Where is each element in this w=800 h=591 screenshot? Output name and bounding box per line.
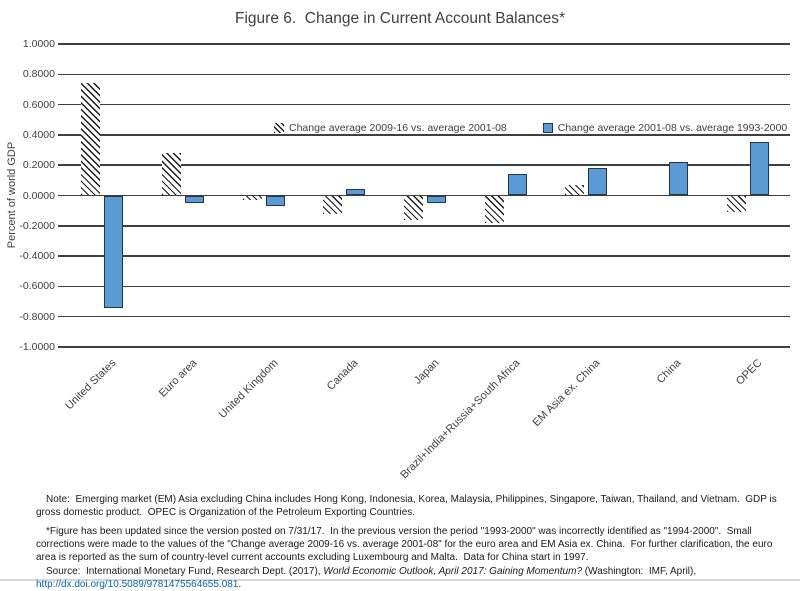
x-axis-label: Brazil+India+Russia+South Africa	[397, 357, 523, 482]
legend-item-blue: Change average 2001-08 vs. average 1993-…	[542, 122, 788, 134]
source-middle: (Washington: IMF, April),	[582, 566, 699, 577]
gridline	[58, 315, 790, 318]
bar-blue-euro-area	[185, 195, 204, 204]
bar-hatched-united-kingdom	[242, 195, 262, 201]
x-axis-label: China	[654, 357, 684, 386]
bar-hatched-opec	[726, 195, 746, 213]
bar-blue-china	[669, 162, 688, 196]
figure-update-note-text: *Figure has been updated since the versi…	[36, 526, 776, 563]
y-tick-label: -0.8000	[19, 310, 55, 323]
x-axis-label: Japan	[411, 357, 442, 387]
y-tick-label: -0.6000	[19, 280, 55, 293]
y-tick-label: 0.0000	[22, 189, 55, 202]
gridline	[58, 73, 790, 76]
legend-label-hatched: Change average 2009-16 vs. average 2001-…	[289, 122, 507, 134]
bar-blue-canada	[346, 189, 366, 196]
y-tick-label: 1.0000	[22, 38, 55, 50]
bar-blue-brazil-india-russia-south-africa	[507, 174, 527, 196]
y-tick-label: -0.2000	[19, 219, 55, 232]
zero-gridline	[58, 194, 790, 197]
legend: Change average 2009-16 vs. average 2001-…	[274, 122, 787, 134]
x-axis-label: EM Asia ex. China	[530, 357, 603, 430]
bar-hatched-canada	[323, 195, 343, 214]
bar-hatched-euro-area	[162, 153, 181, 196]
bar-hatched-em-asia-ex-china	[565, 184, 585, 196]
gridline	[58, 164, 790, 166]
bar-blue-japan	[427, 195, 446, 204]
legend-item-hatched: Change average 2009-16 vs. average 2001-…	[274, 122, 507, 134]
plot-area: Change average 2009-16 vs. average 2001-…	[58, 43, 790, 481]
legend-label-blue: Change average 2001-08 vs. average 1993-…	[557, 122, 788, 134]
y-tick-label: 0.6000	[22, 98, 55, 111]
gridline	[58, 255, 790, 257]
bar-blue-opec	[749, 142, 769, 196]
bar-blue-united-kingdom	[265, 195, 285, 207]
x-axis-label: OPEC	[733, 357, 765, 388]
gridline	[58, 43, 790, 45]
x-axis-label: Canada	[325, 357, 361, 393]
note-text: Note: Emerging market (EM) Asia excludin…	[36, 494, 780, 518]
y-tick-label: -0.4000	[19, 250, 55, 263]
source-publication-title: World Economic Outlook, April 2017: Gain…	[323, 566, 583, 577]
bar-hatched-japan	[404, 195, 423, 220]
bar-blue-em-asia-ex-china	[588, 168, 608, 196]
gridline	[58, 285, 790, 288]
blue-series-swatch-icon	[542, 123, 553, 133]
bar-hatched-united-states	[81, 83, 101, 196]
x-axis-label: United Kingdom	[216, 357, 281, 421]
gridline	[58, 134, 790, 136]
gridline	[58, 103, 790, 106]
x-axis-label: United States	[63, 357, 119, 413]
y-tick-label: 0.8000	[22, 68, 55, 81]
x-axis-label: Euro area	[156, 357, 200, 400]
bar-blue-united-states	[104, 195, 124, 308]
y-tick-label: 0.4000	[22, 128, 55, 141]
y-tick-label: -1.0000	[19, 341, 55, 353]
source-line: Source: International Monetary Fund, Res…	[36, 565, 790, 591]
bar-hatched-brazil-india-russia-south-africa	[484, 195, 504, 223]
gridline	[58, 225, 790, 227]
y-tick-label: 0.2000	[22, 159, 55, 172]
source-prefix: Source: International Monetary Fund, Res…	[46, 566, 324, 577]
hatched-series-swatch-icon	[274, 123, 284, 133]
gridline	[58, 346, 790, 348]
chart-title: Figure 6. Change in Current Account Bala…	[235, 10, 565, 27]
